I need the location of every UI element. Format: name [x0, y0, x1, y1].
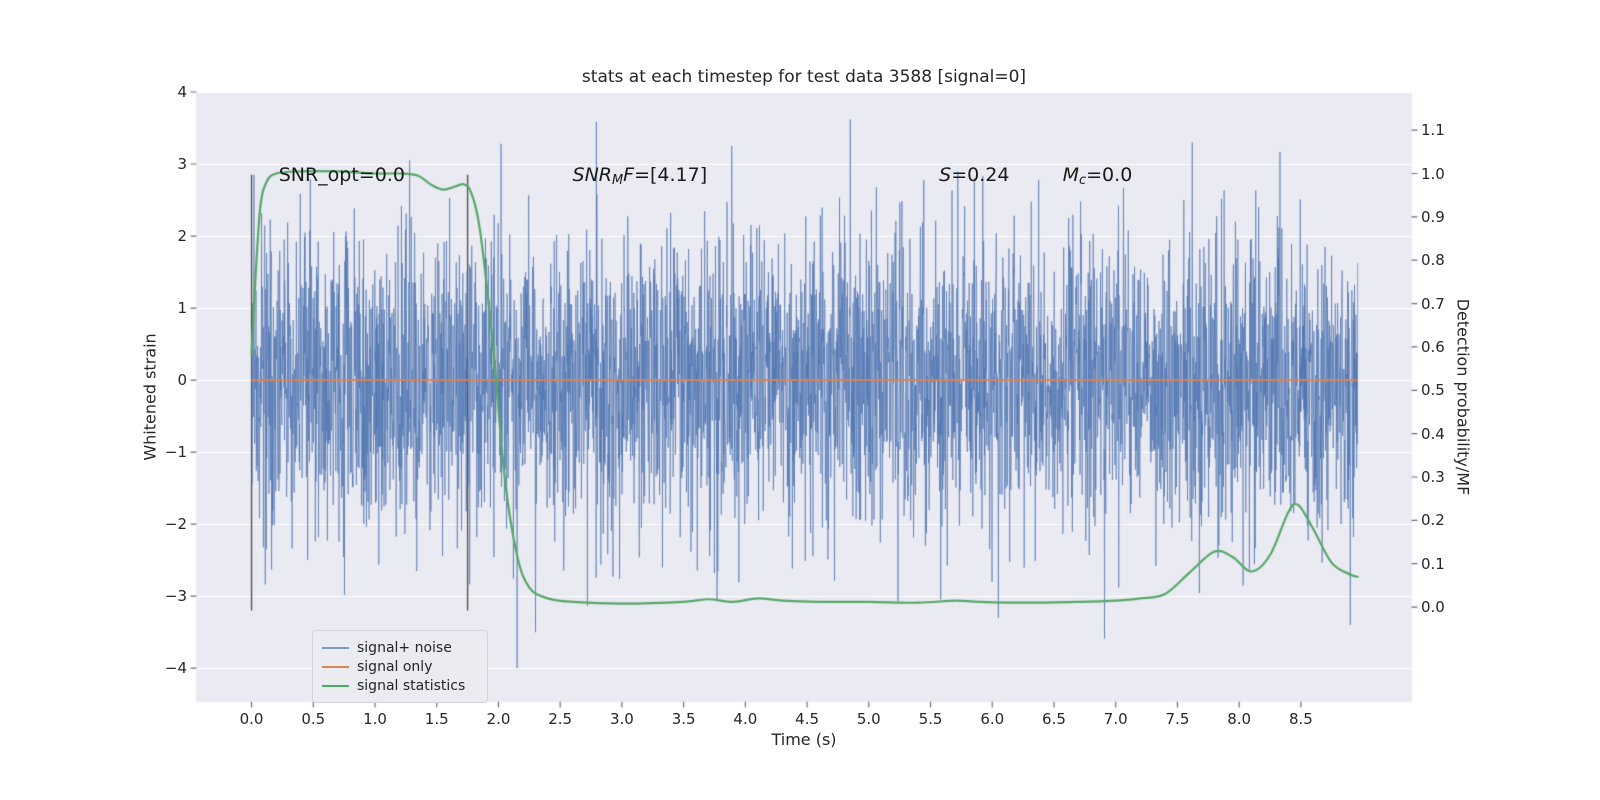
- chart-canvas: [0, 0, 1600, 800]
- figure: stats at each timestep for test data 358…: [0, 0, 1600, 800]
